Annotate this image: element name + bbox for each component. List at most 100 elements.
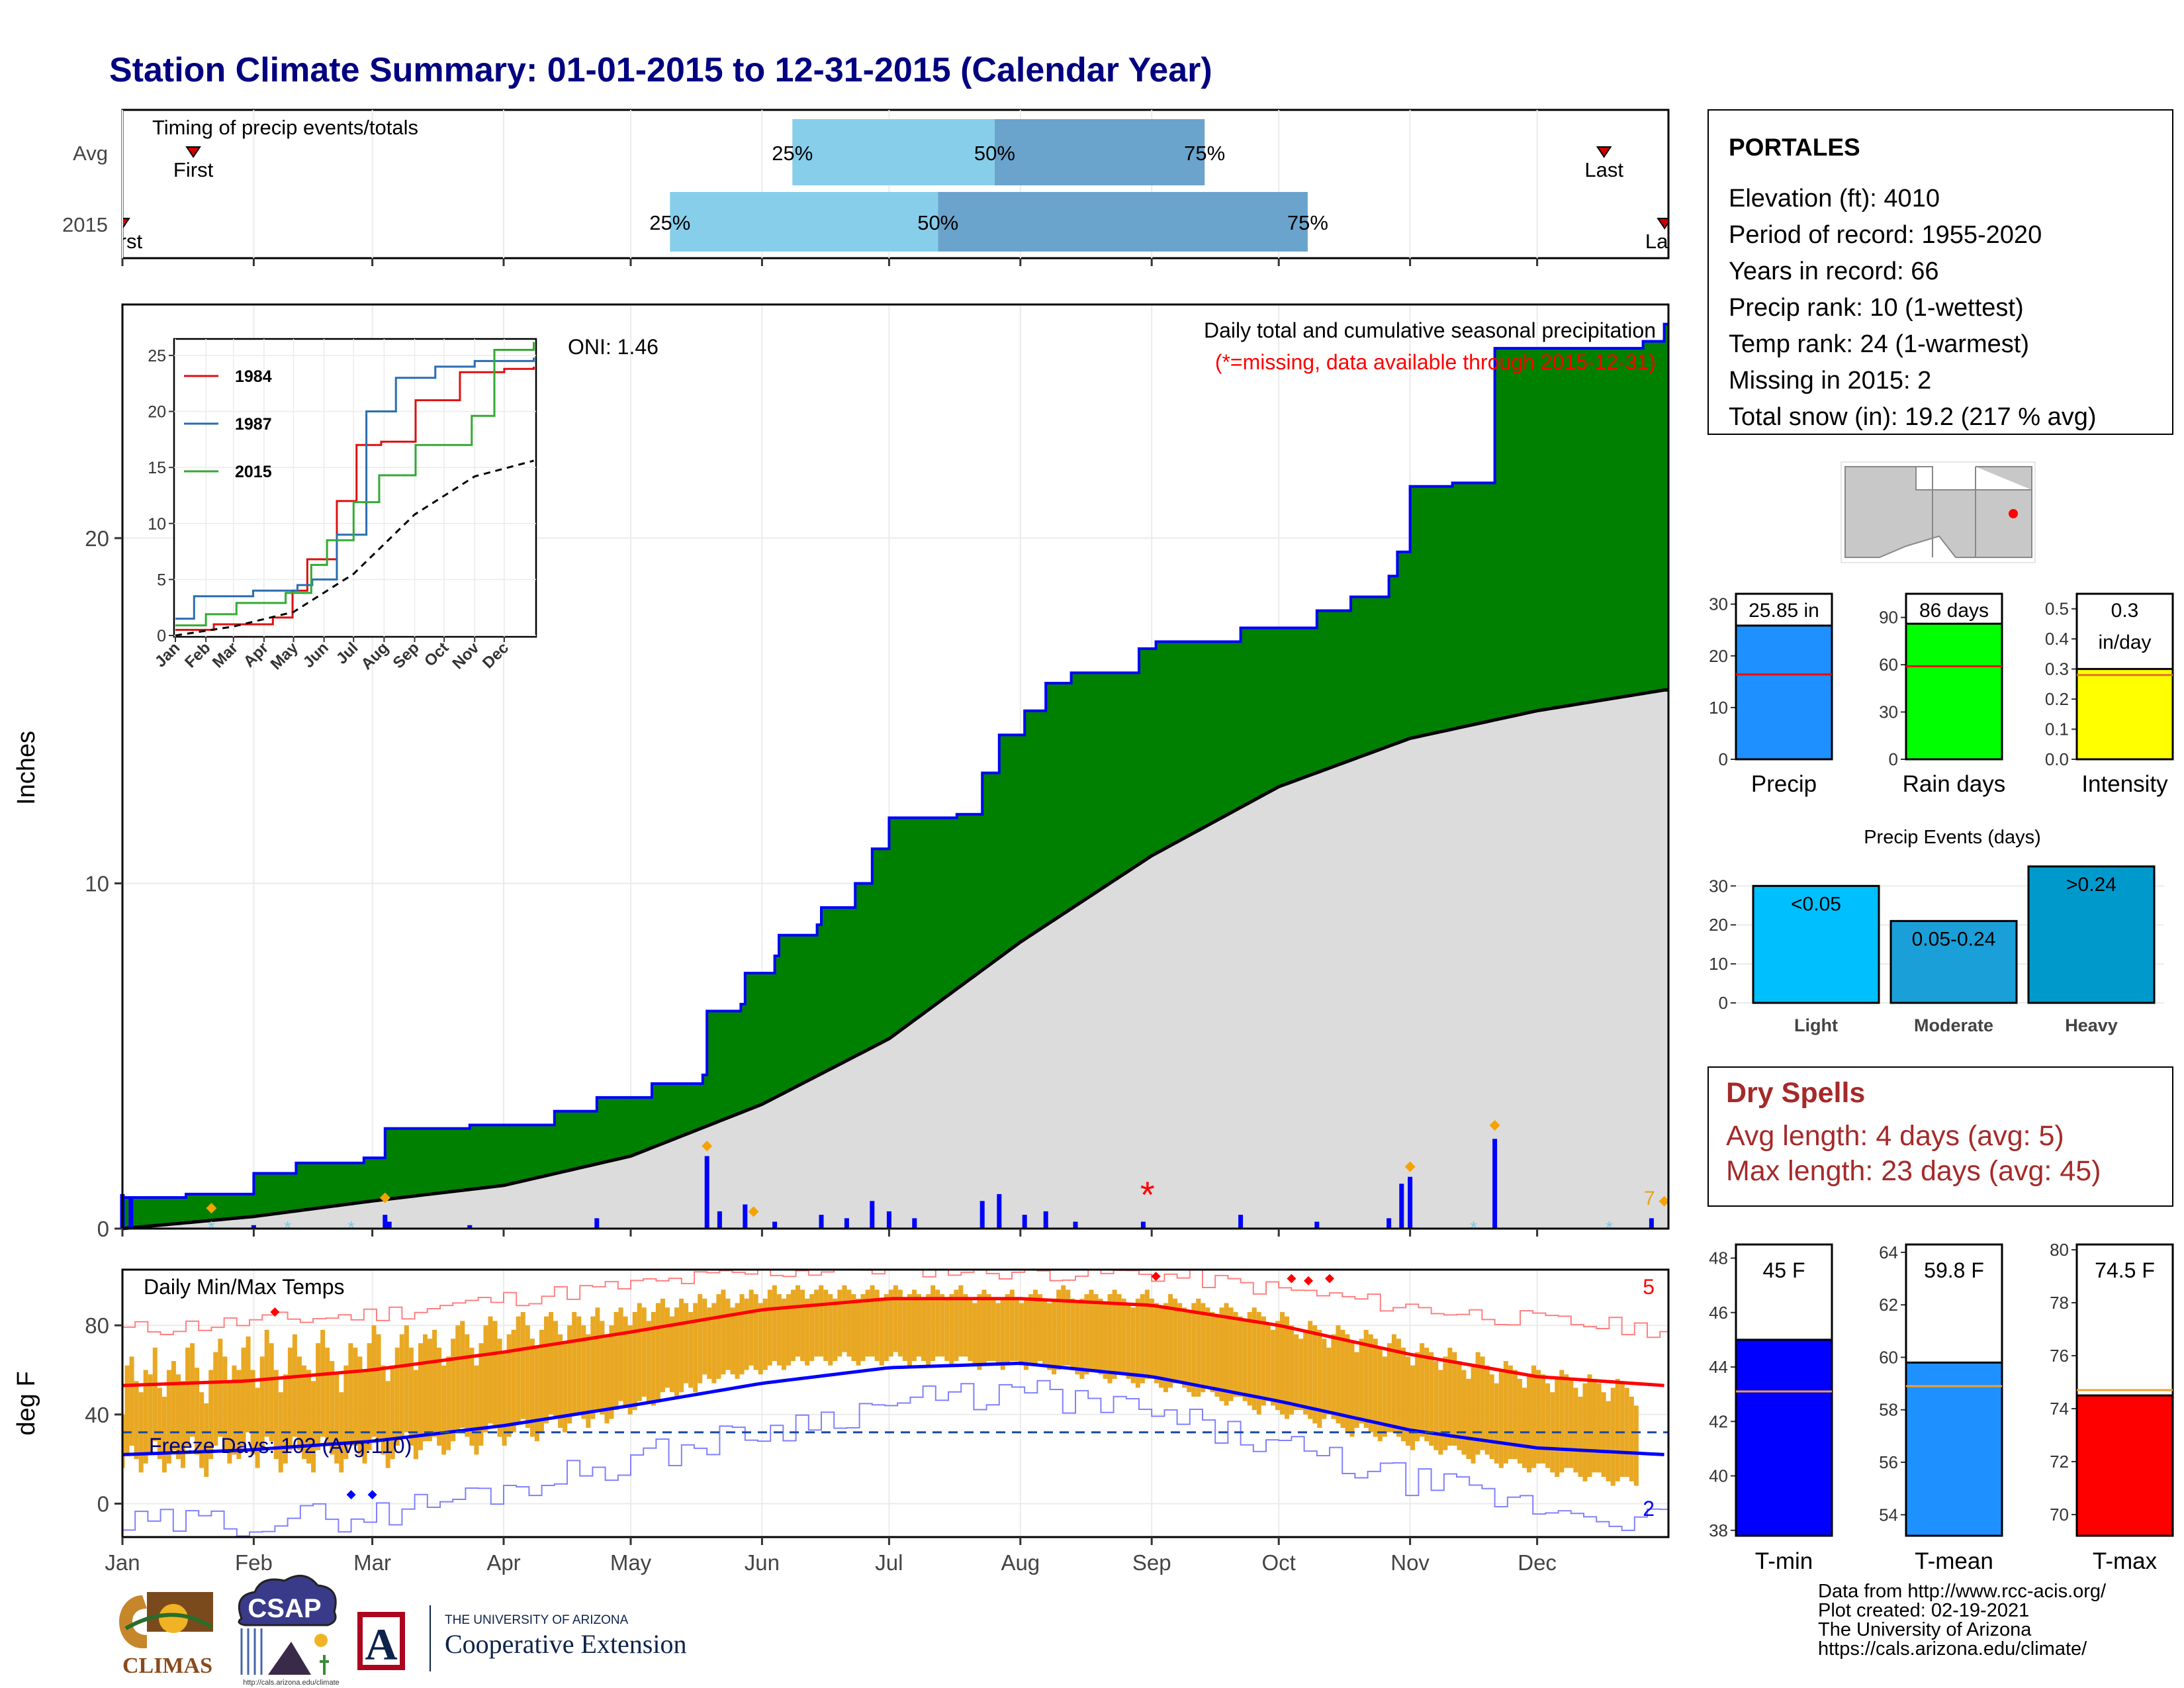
summary-value-label: 0.3: [2111, 600, 2139, 622]
summary-chart-precip: 0 10 20 30 25.85 in Precip: [1709, 592, 1833, 797]
daily-temp-bar: [529, 1338, 535, 1437]
daily-temp-bar: [1187, 1311, 1192, 1393]
daily-temp-bar: [1406, 1356, 1411, 1446]
daily-temp-bar: [152, 1347, 158, 1442]
daily-temp-bar: [451, 1338, 456, 1442]
daily-temp-bar: [1457, 1361, 1462, 1450]
temp-summary-bar: [1905, 1361, 2003, 1537]
temp-summary-y-tick-label: 70: [2050, 1505, 2069, 1524]
temp-summary-y-tick-label: 74: [2050, 1399, 2069, 1419]
daily-temp-bar: [413, 1370, 418, 1460]
daily-temp-bar: [1340, 1329, 1345, 1429]
events-value-label: 0.05-0.24: [1912, 928, 1996, 950]
events-title: Precip Events (days): [1864, 827, 2041, 848]
csap-url: http://cals.arizona.edu/climate: [243, 1679, 340, 1687]
daily-temp-bar: [1144, 1289, 1150, 1379]
daily-temp-bar: [954, 1289, 959, 1362]
daily-temp-bar: [199, 1392, 205, 1468]
summary-value-label: 25.85 in: [1749, 600, 1819, 622]
record-high-marker: [1304, 1276, 1313, 1286]
daily-temp-bar: [1112, 1289, 1117, 1379]
daily-precip-bar: [1140, 1221, 1146, 1229]
daily-temp-bar: [949, 1294, 954, 1366]
daily-temp-bar: [1256, 1311, 1261, 1415]
summary-y-tick-label: 0.0: [2045, 749, 2069, 769]
daily-temp-bar: [874, 1289, 880, 1362]
daily-temp-bar: [348, 1343, 353, 1446]
daily-temp-bar: [790, 1289, 796, 1362]
daily-temp-bar: [796, 1285, 801, 1357]
daily-temp-bar: [371, 1325, 377, 1437]
inset-y-tick-label: 15: [148, 459, 166, 477]
daily-temp-bar: [1205, 1307, 1210, 1388]
month-tick-label: Aug: [1001, 1550, 1040, 1575]
daily-temp-bar: [1578, 1396, 1583, 1477]
daily-temp-bar: [474, 1365, 479, 1455]
daily-temp-bar: [1103, 1303, 1108, 1379]
summary-y-tick-label: 30: [1709, 594, 1728, 614]
daily-temp-bar: [1023, 1298, 1028, 1370]
daily-temp-bar: [614, 1311, 619, 1411]
daily-temp-bar: [1251, 1307, 1257, 1411]
station-info-box: PORTALES Elevation (ft): 4010 Period of …: [1707, 109, 2173, 435]
daily-temp-bar: [1154, 1303, 1159, 1383]
station-line: Total snow (in): 19.2 (217 % avg): [1729, 403, 2097, 431]
temp-summary-y-tick-label: 56: [1879, 1452, 1898, 1472]
events-category-label: Light: [1794, 1015, 1838, 1035]
daily-temp-bar: [1508, 1365, 1513, 1460]
month-tick-label: Jul: [875, 1550, 903, 1575]
daily-temp-bar: [660, 1298, 665, 1393]
precip-panel-subtitle: (*=missing, data available through 2015-…: [1215, 350, 1656, 374]
normal-cumulative-line: [122, 688, 1668, 1231]
daily-temp-bar: [870, 1285, 875, 1357]
daily-temp-bar: [241, 1347, 246, 1446]
daily-temp-bar: [833, 1298, 838, 1362]
timing-bar-upper: [994, 119, 1205, 185]
figure-title: Station Climate Summary: 01-01-2015 to 1…: [109, 51, 1212, 89]
daily-precip-bar: [979, 1201, 985, 1229]
daily-temp-bar: [1610, 1387, 1615, 1486]
daily-temp-bar: [637, 1303, 642, 1401]
station-line: Elevation (ft): 4010: [1729, 185, 1940, 212]
daily-temp-bar: [758, 1303, 763, 1375]
daily-temp-bar: [963, 1294, 968, 1357]
daily-temp-bar: [977, 1294, 982, 1370]
inset-series-1987: [175, 357, 535, 620]
daily-temp-bar: [1322, 1338, 1327, 1419]
temp-summary-category-label: T-mean: [1915, 1548, 1993, 1574]
daily-temp-bar: [931, 1285, 936, 1362]
daily-temp-bar: [455, 1325, 461, 1432]
daily-temp-bar: [1261, 1316, 1266, 1406]
daily-precip-bar: [1314, 1221, 1320, 1229]
summary-value-bar: [1905, 622, 2003, 761]
daily-precip-bar: [1387, 1218, 1392, 1229]
daily-temp-bar: [362, 1370, 367, 1464]
daily-temp-bar: [316, 1343, 321, 1450]
daily-temp-bar: [586, 1334, 591, 1429]
daily-temp-bar: [1615, 1378, 1620, 1481]
temp-summary-y-tick-label: 76: [2050, 1346, 2069, 1366]
daily-temp-bar: [1196, 1298, 1201, 1397]
daily-temp-bar: [1191, 1303, 1197, 1397]
temp-summary-value-label: 45 F: [1762, 1258, 1805, 1282]
daily-temp-bar: [1396, 1338, 1401, 1437]
locator-map: [1841, 461, 2036, 563]
inset-legend-label: 2015: [235, 463, 272, 481]
temp-y-axis-label: deg F: [13, 1371, 40, 1435]
daily-temp-bar: [1130, 1307, 1136, 1383]
month-tick-label: Oct: [1262, 1550, 1296, 1575]
daily-temp-bar: [1032, 1289, 1038, 1366]
temp-summary-category-label: T-max: [2093, 1548, 2158, 1574]
daily-temp-bar: [1242, 1321, 1248, 1401]
daily-temp-bar: [1443, 1356, 1448, 1450]
daily-temp-bar: [1210, 1311, 1215, 1393]
daily-temp-bar: [134, 1381, 139, 1460]
daily-precip-bar: [997, 1194, 1002, 1229]
daily-temp-bar: [511, 1329, 516, 1432]
daily-temp-bar: [721, 1289, 726, 1375]
daily-temp-bar: [735, 1303, 740, 1379]
daily-temp-bar: [543, 1316, 549, 1424]
daily-precip-bar: [717, 1211, 722, 1229]
daily-temp-bar: [679, 1298, 684, 1393]
temp-summary-y-tick-label: 58: [1879, 1400, 1898, 1420]
